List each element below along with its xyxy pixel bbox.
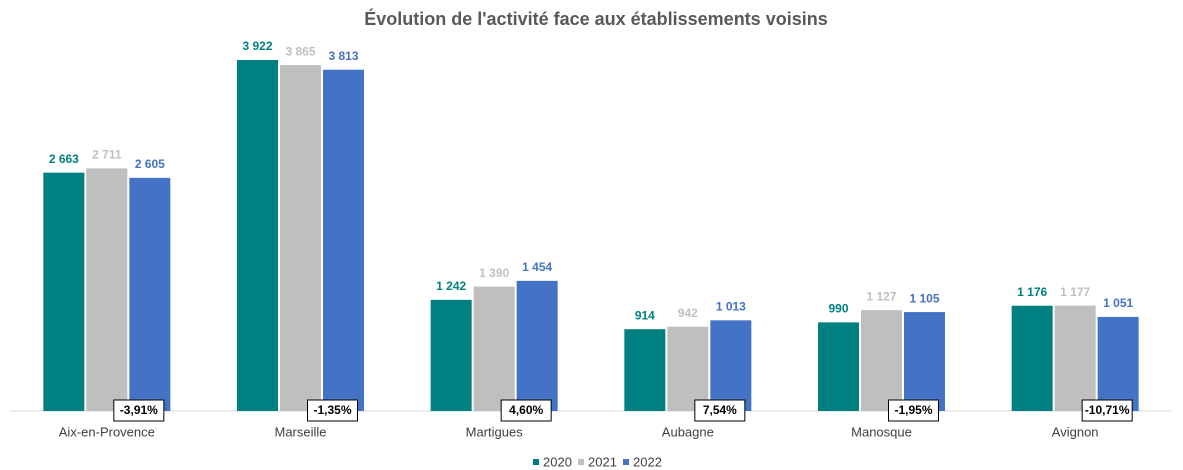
bar	[710, 320, 752, 411]
annotation: 4,60%	[509, 403, 543, 417]
annotation: -3,91%	[120, 403, 158, 417]
annotation: -10,71%	[1085, 403, 1130, 417]
bar	[818, 322, 859, 411]
bar	[861, 310, 902, 411]
value-label: 942	[678, 306, 698, 320]
value-label: 1 454	[522, 260, 552, 274]
bar	[280, 65, 321, 412]
x-tick-label: Aix-en-Provence	[59, 424, 155, 439]
legend-swatch	[533, 459, 539, 465]
value-label: 2 605	[135, 157, 165, 171]
value-label: 1 105	[909, 291, 939, 305]
x-tick-label: Aubagne	[662, 424, 714, 439]
value-label: 1 177	[1060, 285, 1090, 299]
bar	[1011, 305, 1053, 411]
bar	[323, 69, 364, 411]
value-label: 2 663	[49, 152, 79, 166]
annotation-box	[113, 399, 165, 422]
bar	[473, 286, 515, 411]
value-label: 3 922	[242, 39, 272, 53]
value-label: 1 013	[716, 300, 746, 314]
bar	[904, 312, 945, 411]
annotation-box	[1081, 399, 1133, 422]
bar	[430, 299, 472, 411]
bar	[516, 280, 558, 411]
annotation: 7,54%	[703, 403, 737, 417]
value-label: 2 711	[92, 148, 122, 162]
x-tick-label: Manosque	[851, 424, 912, 439]
value-label: 1 390	[479, 266, 509, 280]
value-label: 990	[828, 302, 848, 316]
value-label: 1 127	[866, 289, 896, 303]
annotation: -1,95%	[894, 403, 932, 417]
bar	[237, 59, 278, 412]
annotation: -1,35%	[313, 403, 351, 417]
legend-label: 2021	[588, 454, 617, 469]
value-label: 1 242	[436, 279, 466, 293]
annotation-box	[888, 399, 939, 422]
annotation-box	[500, 399, 552, 422]
value-label: 3 813	[328, 49, 358, 63]
bar	[667, 326, 709, 411]
value-label: 3 865	[285, 44, 315, 58]
x-tick-label: Avignon	[1052, 424, 1099, 439]
legend-swatch	[578, 459, 584, 465]
bar	[43, 172, 85, 411]
x-tick-label: Martigues	[466, 424, 524, 439]
legend-label: 2022	[633, 454, 662, 469]
annotation-box	[694, 399, 746, 422]
chart-title: Évolution de l'activité face aux établis…	[364, 8, 827, 29]
legend-swatch	[623, 459, 629, 465]
bar	[1097, 316, 1139, 411]
legend-label: 2020	[543, 454, 572, 469]
bar	[1054, 305, 1096, 411]
value-label: 914	[635, 308, 655, 322]
bar	[86, 168, 128, 411]
value-label: 1 176	[1017, 285, 1047, 299]
x-tick-label: Marseille	[274, 424, 326, 439]
annotation-box	[307, 399, 358, 422]
bar	[129, 177, 171, 411]
value-label: 1 051	[1103, 296, 1133, 310]
bar	[624, 329, 666, 411]
